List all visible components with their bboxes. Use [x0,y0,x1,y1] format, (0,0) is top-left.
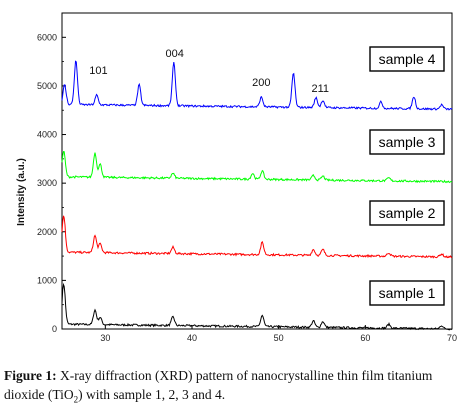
sample-box [369,200,445,226]
peak-annotation: 101 [89,65,107,77]
sample-box-label: sample 4 [379,51,436,67]
y-tick-label: 4000 [37,130,57,140]
y-axis-label: Intensity (a.u.) [16,158,27,226]
sample-box-label: sample 1 [379,285,436,301]
peak-annotation: 211 [311,83,329,95]
series-line-sample-3 [61,151,453,184]
y-tick-label: 2000 [37,227,57,237]
x-tick-label: 50 [274,333,284,343]
plot-frame [61,12,453,330]
x-tick-label: 60 [360,333,370,343]
caption-text: X-ray diffraction (XRD) pattern of nanoc… [4,368,433,402]
peak-annotation: 004 [165,48,183,60]
peak-annotation: 200 [252,77,270,89]
y-tick-label: 1000 [37,275,57,285]
y-tick-label: 3000 [37,178,57,188]
y-tick-label: 0 [52,324,57,334]
caption-subscript: 2 [73,394,79,405]
series-line-sample-4 [61,60,453,111]
sample-box [369,280,445,306]
series-line-sample-1 [61,282,453,331]
caption-suffix: ) with sample 1, 2, 3 and 4. [78,387,226,402]
figure-caption: Figure 1: X-ray diffraction (XRD) patter… [4,366,470,410]
x-tick-label: 30 [100,333,110,343]
sample-box-label: sample 2 [379,205,436,221]
y-tick-label: 5000 [37,81,57,91]
sample-box [369,46,445,72]
sample-box-label: sample 3 [379,134,436,150]
x-tick-label: 70 [447,333,457,343]
y-tick-label: 6000 [37,32,57,42]
caption-prefix: Figure 1: [4,368,57,383]
sample-box [369,129,445,155]
series-line-sample-2 [61,215,453,259]
x-tick-label: 40 [187,333,197,343]
plot-area: 30 40 50 60 70 0 1000 2000 3000 4000 5000 6000 101 00… [37,12,457,343]
